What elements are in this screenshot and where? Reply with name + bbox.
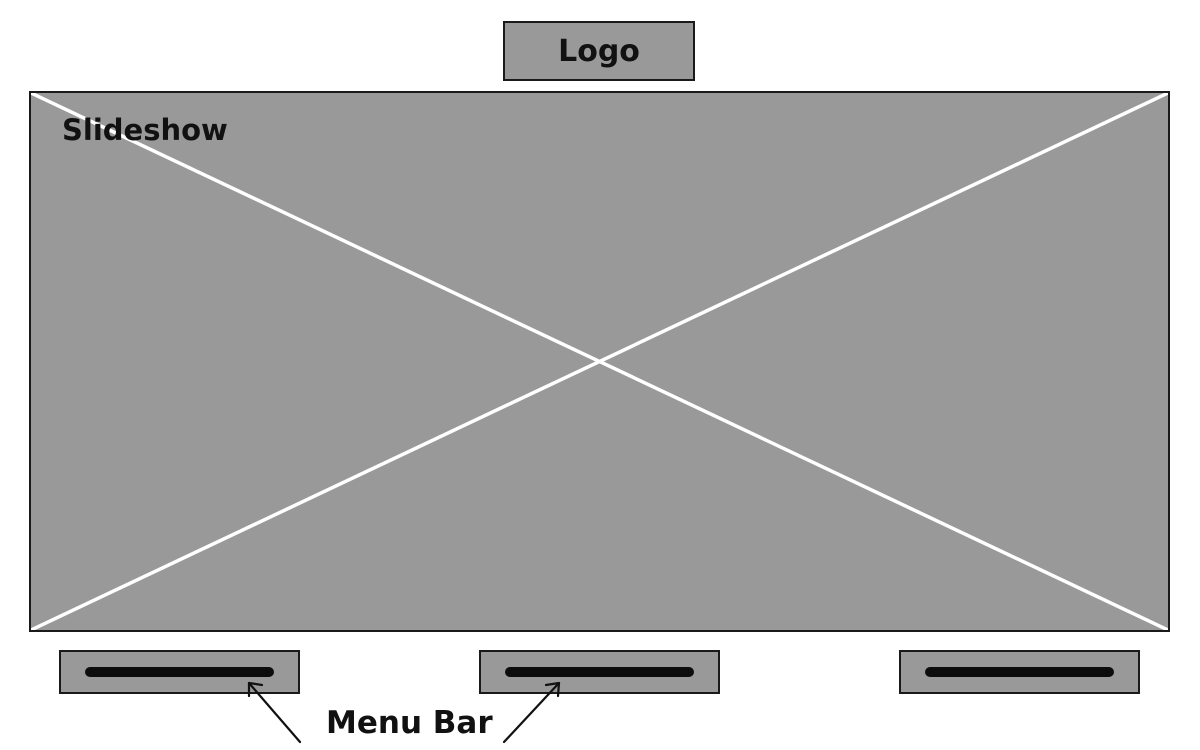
- menu-item-placeholder-line: [85, 667, 274, 677]
- menu-bar-annotation: Menu Bar: [326, 705, 493, 741]
- image-placeholder-cross: [31, 93, 1168, 630]
- menu-bar-item-3[interactable]: [899, 650, 1140, 694]
- slideshow-placeholder: Slideshow: [29, 91, 1170, 632]
- menu-item-placeholder-line: [505, 667, 694, 677]
- logo-placeholder: Logo: [503, 21, 695, 81]
- logo-label: Logo: [558, 33, 640, 69]
- menu-bar-item-1[interactable]: [59, 650, 300, 694]
- cross-line-ascending: [31, 93, 1168, 630]
- slideshow-label: Slideshow: [62, 113, 228, 147]
- menu-item-placeholder-line: [925, 667, 1114, 677]
- menu-bar-item-2[interactable]: [479, 650, 720, 694]
